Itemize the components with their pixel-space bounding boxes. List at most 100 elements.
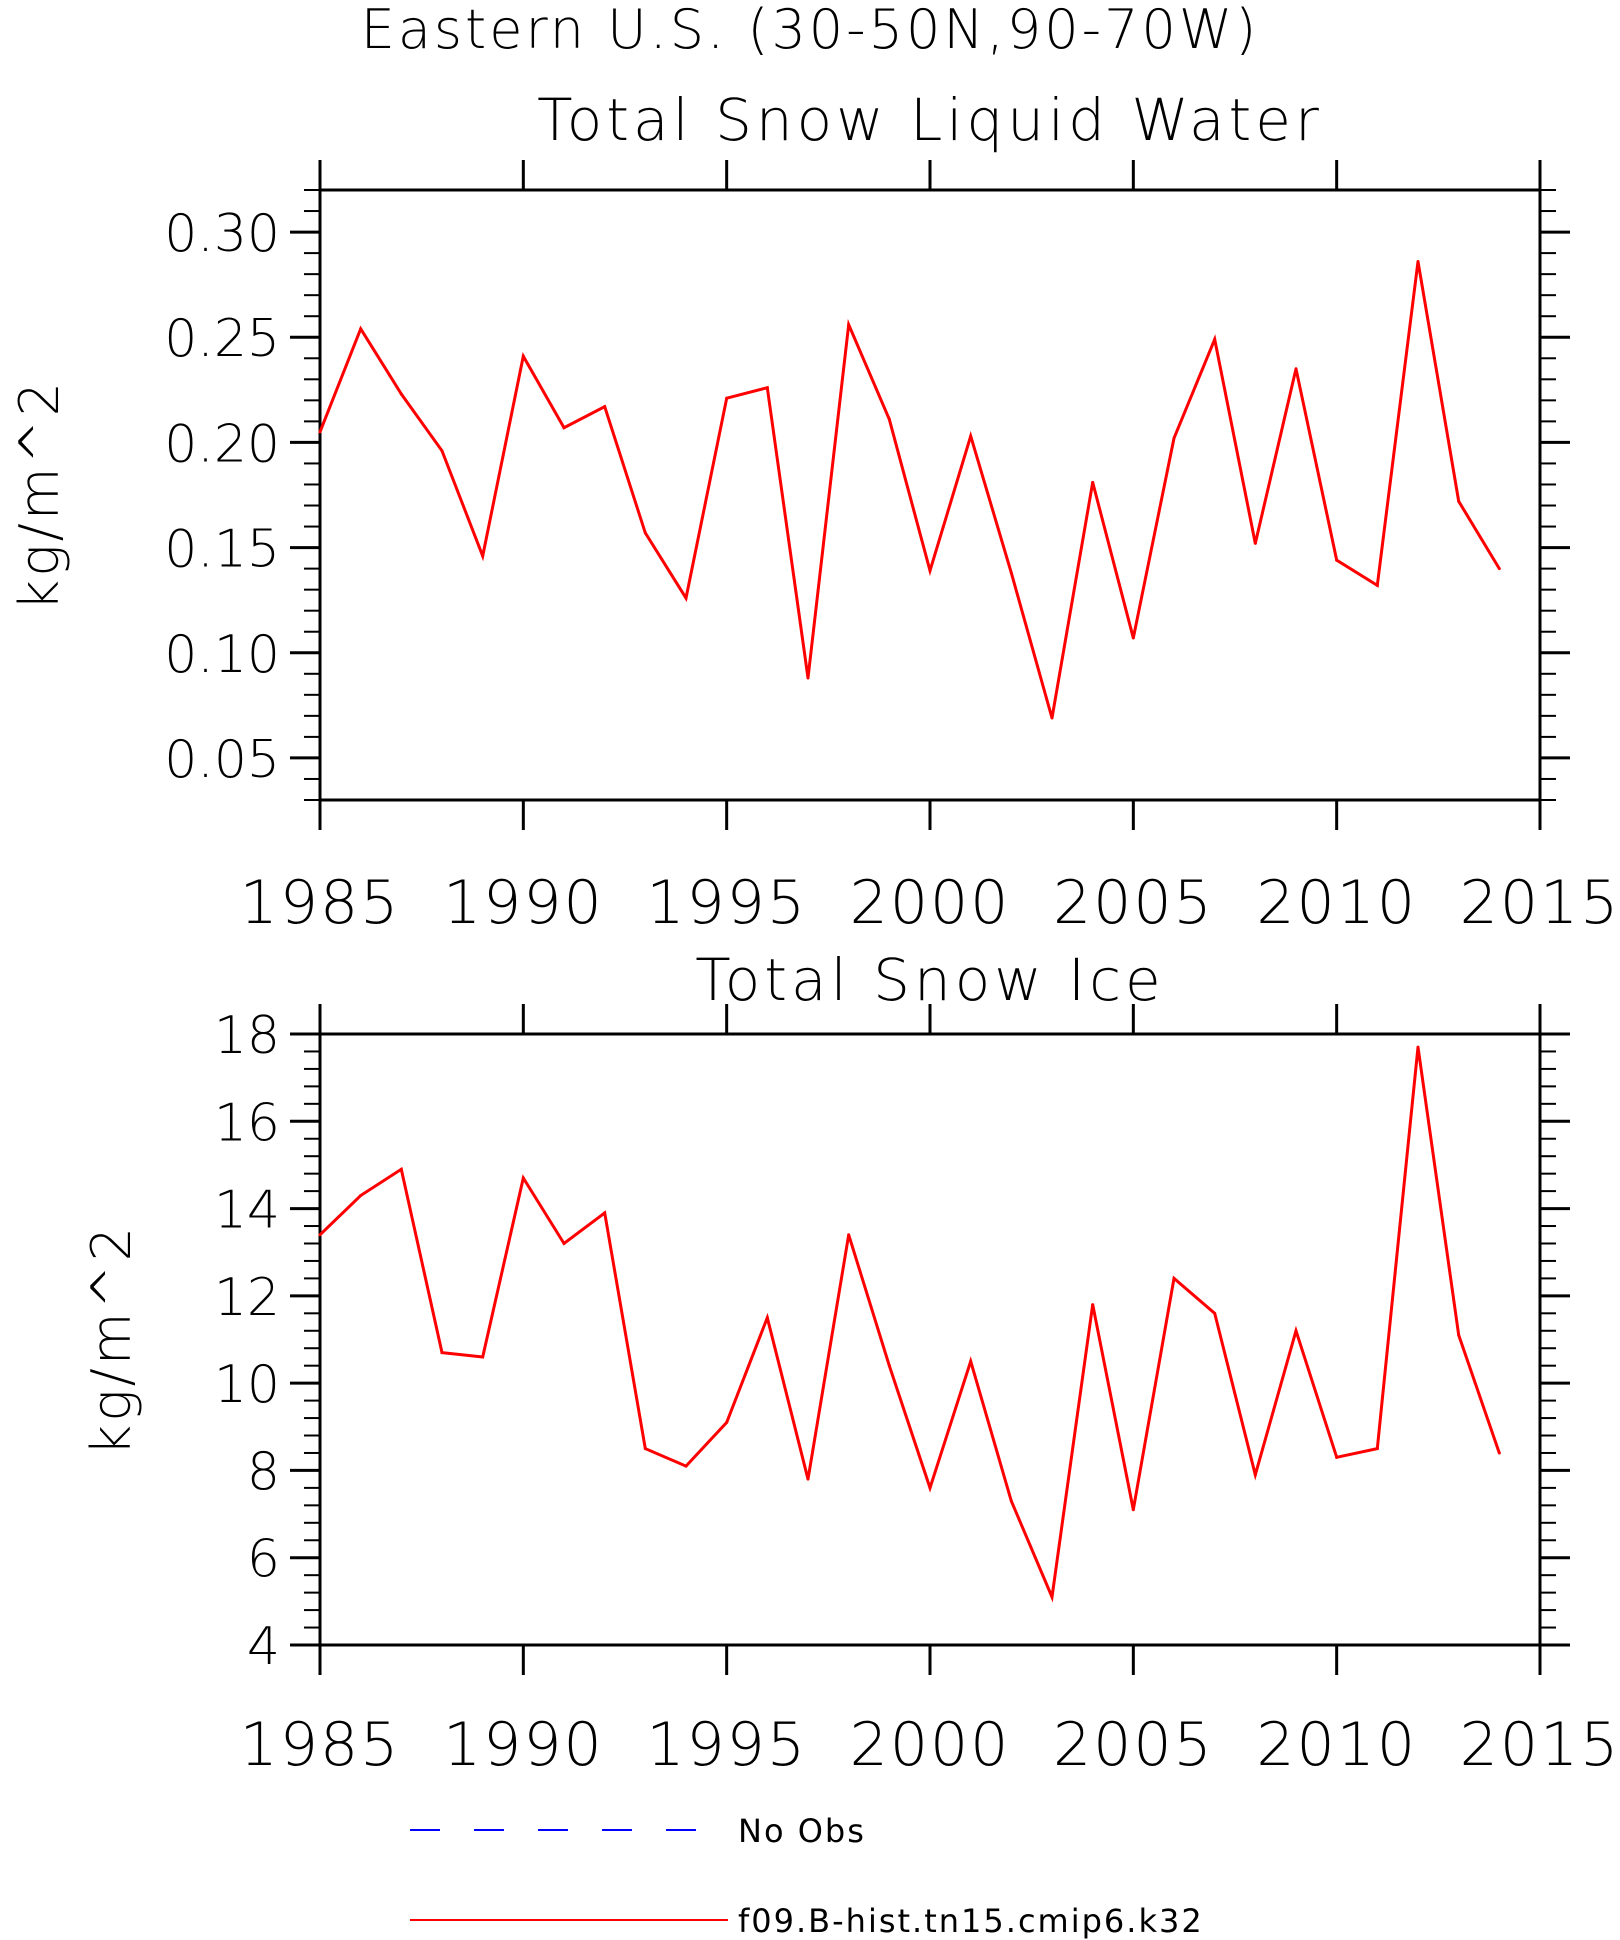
data-point (1375, 1447, 1379, 1451)
panel-title: Total Snow Ice (695, 946, 1165, 1014)
data-point (1009, 1499, 1013, 1503)
series-line (318, 1046, 1501, 1603)
data-point (1335, 1455, 1339, 1459)
data-point (765, 386, 769, 390)
data-point (1091, 480, 1095, 484)
data-point (1050, 716, 1054, 720)
data-point (1253, 541, 1257, 545)
data-point (765, 1316, 769, 1320)
data-point (928, 1486, 932, 1490)
data-point (887, 1364, 891, 1368)
y-tick-label: 0.30 (164, 204, 280, 264)
data-point (359, 1193, 363, 1197)
y-tick-label: 0.25 (164, 309, 280, 369)
x-tick-label: 1985 (240, 1710, 401, 1780)
panel-total-snow-liquid-water: Total Snow Liquid Water 1985 1990 1995 2000 2… (8, 86, 1620, 938)
y-tick-label: 0.15 (164, 520, 280, 580)
data-point (1213, 337, 1217, 341)
data-point (1253, 1473, 1257, 1477)
data-point (887, 417, 891, 421)
x-tick-label: 1995 (646, 1710, 807, 1780)
series-line (318, 261, 1501, 719)
data-point (440, 1351, 444, 1355)
data-point (1497, 1451, 1501, 1455)
legend-label: f09.B-hist.tn15.cmip6.k32 (738, 1902, 1204, 1940)
x-tick-label: 2000 (850, 1710, 1011, 1780)
y-tick-label: 12 (214, 1268, 280, 1328)
data-point (1457, 499, 1461, 503)
y-tick-label: 0.20 (164, 414, 280, 474)
data-point (603, 405, 607, 409)
data-point (399, 392, 403, 396)
x-tick-label: 2005 (1053, 868, 1214, 938)
data-point (562, 426, 566, 430)
data-point (1294, 1329, 1298, 1333)
data-point (399, 1167, 403, 1171)
y-tick-label: 4 (247, 1617, 280, 1677)
data-point (440, 449, 444, 453)
data-point (684, 1464, 688, 1468)
data-point (847, 323, 851, 327)
data-point (481, 554, 485, 558)
data-point (928, 569, 932, 573)
data-point (725, 1420, 729, 1424)
data-point (359, 327, 363, 331)
data-point (603, 1211, 607, 1215)
data-point (1213, 1311, 1217, 1315)
y-axis-label: kg/m^2 (80, 1224, 143, 1456)
data-point (1457, 1333, 1461, 1337)
data-point (1416, 1045, 1420, 1049)
y-tick-label: 0.10 (164, 625, 280, 685)
data-point (806, 1477, 810, 1481)
data-point (969, 1359, 973, 1363)
data-point (521, 1176, 525, 1180)
x-tick-label: 2015 (1460, 1710, 1620, 1780)
x-tick-label: 1985 (240, 868, 401, 938)
data-point (1172, 1276, 1176, 1280)
data-point (684, 596, 688, 600)
data-point (1091, 1303, 1095, 1307)
data-point (725, 396, 729, 400)
y-axis-label: kg/m^2 (8, 379, 71, 611)
y-tick-label: 0.05 (164, 730, 280, 790)
y-tick-label: 14 (214, 1181, 280, 1241)
y-tick-label: 16 (214, 1093, 280, 1153)
data-point (969, 434, 973, 438)
data-point (643, 1447, 647, 1451)
data-point (562, 1241, 566, 1245)
panel-total-snow-ice: Total Snow Ice 1985 1990 1995 2000 2005 2010 20… (80, 946, 1620, 1780)
x-tick-label: 1990 (443, 868, 604, 938)
data-point (481, 1355, 485, 1359)
data-point (1131, 636, 1135, 640)
x-tick-label: 2010 (1256, 868, 1417, 938)
x-tick-label: 2005 (1053, 1710, 1214, 1780)
y-tick-label: 6 (247, 1530, 280, 1590)
legend-label: No Obs (738, 1812, 866, 1850)
data-point (847, 1233, 851, 1237)
panel-title: Total Snow Liquid Water (537, 86, 1323, 154)
data-point (806, 676, 810, 680)
data-point (1009, 571, 1013, 575)
data-point (1172, 436, 1176, 440)
x-tick-label: 2015 (1460, 868, 1620, 938)
data-point (1416, 260, 1420, 264)
plot-frame (318, 188, 1542, 802)
figure-title: Eastern U.S. (30-50N,90-70W) (361, 0, 1260, 61)
x-tick-label: 1990 (443, 1710, 604, 1780)
x-tick-label: 2010 (1256, 1710, 1417, 1780)
data-point (1131, 1508, 1135, 1512)
legend: No Obs f09.B-hist.tn15.cmip6.k32 (410, 1812, 1204, 1940)
y-tick-label: 8 (247, 1442, 280, 1502)
y-tick-label: 10 (214, 1355, 280, 1415)
data-point (643, 531, 647, 535)
data-point (1294, 367, 1298, 371)
x-tick-label: 2000 (850, 868, 1011, 938)
data-point (1050, 1595, 1054, 1599)
data-point (318, 430, 322, 434)
plot-frame (318, 1032, 1542, 1647)
data-point (318, 1233, 322, 1237)
x-tick-label: 1995 (646, 868, 807, 938)
data-point (1375, 583, 1379, 587)
data-point (1497, 567, 1501, 571)
